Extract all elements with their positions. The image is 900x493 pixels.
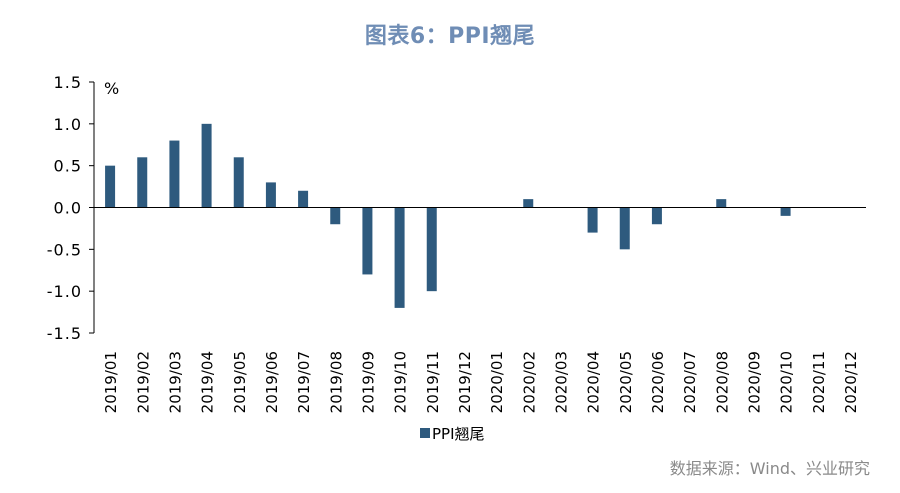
x-tick-label: 2019/03: [166, 351, 184, 413]
bar: [651, 207, 662, 225]
x-tick-label: 2020/10: [778, 351, 796, 413]
x-tick-label: 2019/10: [392, 351, 410, 413]
y-tick-label: 0.0: [54, 199, 82, 218]
y-tick-label: -0.5: [47, 240, 82, 259]
legend: PPI翘尾: [420, 425, 485, 443]
bar: [298, 190, 309, 208]
x-tick-label: 2020/06: [649, 351, 667, 413]
x-tick-label: 2019/04: [199, 351, 217, 413]
x-tick-label: 2020/01: [488, 351, 506, 413]
y-tick-label: 1.5: [54, 73, 82, 92]
x-tick-label: 2020/12: [842, 351, 860, 413]
x-tick-label: 2019/01: [102, 351, 120, 413]
bar: [233, 157, 244, 208]
x-tick-label: 2020/08: [713, 351, 731, 413]
bars: [105, 123, 855, 308]
y-tick-label: 1.0: [54, 115, 82, 134]
source-note: 数据来源：Wind、兴业研究: [669, 459, 870, 478]
x-tick-label: 2019/02: [134, 351, 152, 413]
x-tick-label: 2020/09: [745, 351, 763, 413]
y-axis-unit: %: [104, 79, 119, 98]
chart-title: 图表6：PPI翘尾: [364, 24, 536, 49]
bar: [426, 207, 437, 292]
x-tick-label: 2020/11: [810, 351, 828, 413]
y-tick-label: -1.5: [47, 324, 82, 343]
x-tick-label: 2019/05: [231, 351, 249, 413]
x-tick-label: 2019/06: [263, 351, 281, 413]
x-tick-label: 2019/11: [424, 351, 442, 413]
x-tick-label: 2020/02: [520, 351, 538, 413]
bar: [105, 165, 116, 208]
bar: [201, 123, 212, 208]
y-tick-label: 0.5: [54, 157, 82, 176]
legend-swatch: [420, 428, 430, 438]
bar: [716, 199, 727, 208]
bar: [619, 207, 630, 250]
x-axis: 2019/01 2019/02 2019/03 2019/04 2019/05 2019/…: [94, 207, 866, 413]
x-tick-label: 2020/07: [681, 351, 699, 413]
x-tick-label: 2020/04: [585, 351, 603, 413]
bar: [780, 207, 791, 216]
bar: [265, 182, 276, 208]
bar: [394, 207, 405, 308]
bar: [523, 199, 534, 208]
bar: [137, 157, 148, 208]
bar: [330, 207, 341, 225]
bar: [587, 207, 598, 233]
x-tick-label: 2020/05: [617, 351, 635, 413]
y-tick-label: -1.0: [47, 282, 82, 301]
legend-label: PPI翘尾: [432, 425, 485, 443]
bar: [169, 140, 180, 208]
x-tick-label: 2019/07: [295, 351, 313, 413]
x-tick-label: 2019/08: [327, 351, 345, 413]
bar: [362, 207, 373, 275]
x-tick-label: 2020/03: [552, 351, 570, 413]
x-tick-label: 2019/12: [456, 351, 474, 413]
y-axis: 1.5 1.0 0.5 0.0 -0.5 -1.0 -1.5%: [47, 73, 119, 343]
x-tick-label: 2019/09: [359, 351, 377, 413]
